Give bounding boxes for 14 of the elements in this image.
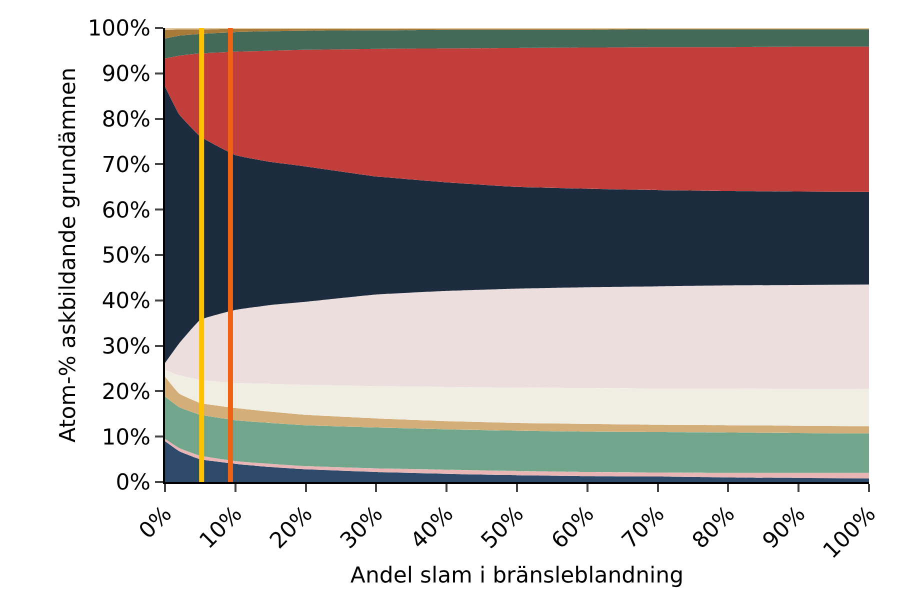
y-axis-title: Atom-% askbildande grundämnen bbox=[56, 68, 81, 442]
y-tick-label: 90% bbox=[102, 62, 151, 88]
y-tick-label: 60% bbox=[102, 198, 151, 224]
y-tick-label: 0% bbox=[116, 470, 151, 496]
y-tick-label: 80% bbox=[102, 108, 151, 132]
x-tick-label: 0% bbox=[134, 502, 178, 544]
y-tick-label: 10% bbox=[102, 425, 151, 450]
y-tick-label: 20% bbox=[102, 380, 151, 405]
y-tick-label: 50% bbox=[102, 244, 151, 269]
y-tick-label: 40% bbox=[102, 289, 151, 314]
y-tick-label: 30% bbox=[102, 334, 151, 360]
y-tick-label: 100% bbox=[88, 16, 151, 42]
x-axis-title: Andel slam i bränsleblandning bbox=[350, 563, 684, 588]
y-tick-label: 70% bbox=[102, 152, 151, 178]
